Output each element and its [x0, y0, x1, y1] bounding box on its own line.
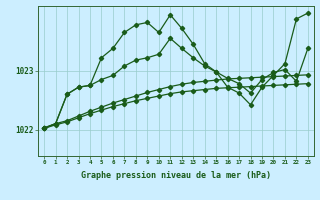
X-axis label: Graphe pression niveau de la mer (hPa): Graphe pression niveau de la mer (hPa) [81, 171, 271, 180]
